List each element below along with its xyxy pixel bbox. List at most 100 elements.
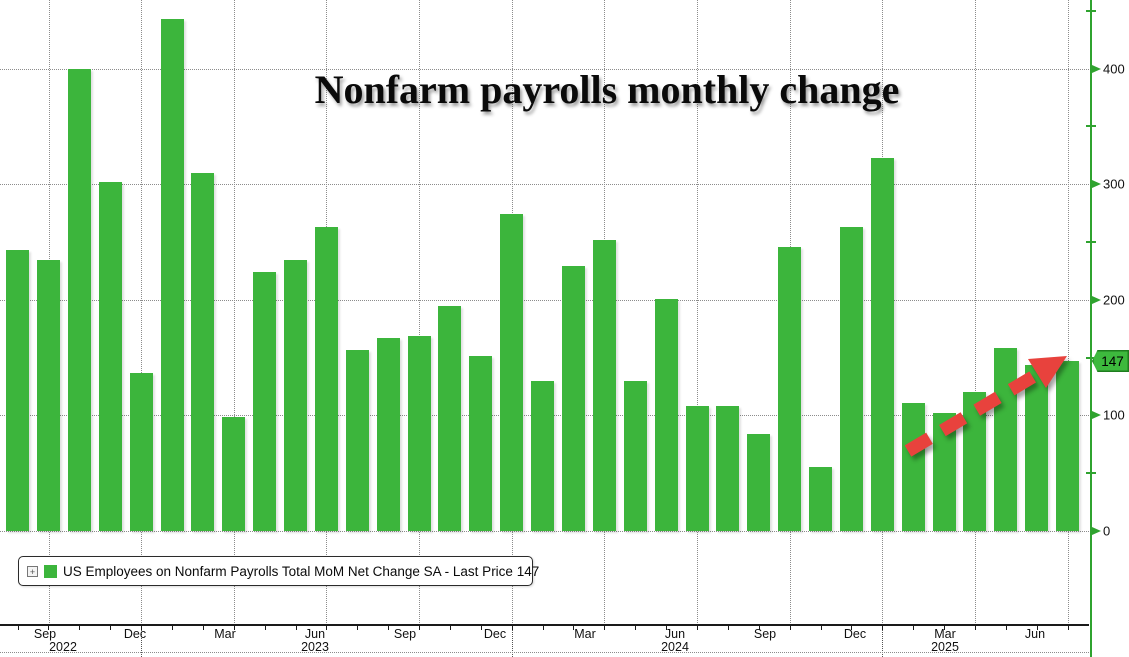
x-tick bbox=[419, 626, 421, 630]
legend-series-swatch bbox=[44, 564, 57, 578]
h-gridline-400 bbox=[0, 68, 1091, 70]
y-tick-arrow-300 bbox=[1092, 180, 1101, 189]
x-label-sep-4: Sep bbox=[393, 627, 417, 641]
x-tick bbox=[357, 626, 359, 630]
x-tick bbox=[141, 626, 143, 630]
bar-jun-2024 bbox=[685, 406, 709, 531]
bar-may-2024 bbox=[654, 298, 678, 531]
x-tick bbox=[635, 626, 637, 630]
x-year-label-2024: 2024 bbox=[661, 640, 689, 654]
x-tick bbox=[202, 626, 204, 630]
y-minor-tick-150 bbox=[1086, 356, 1096, 359]
x-tick bbox=[1036, 626, 1038, 630]
x-tick bbox=[944, 626, 946, 630]
bar-dec-2022 bbox=[129, 372, 153, 531]
x-tick bbox=[48, 626, 50, 630]
last-price-badge: 147 bbox=[1092, 350, 1129, 372]
x-tick bbox=[573, 626, 575, 630]
v-gridline bbox=[697, 0, 699, 625]
y-tick-arrow-100 bbox=[1092, 411, 1101, 420]
x-tick bbox=[264, 626, 266, 630]
y-tick-label-300: 300 bbox=[1103, 176, 1125, 192]
x-label-jun-7: Jun bbox=[664, 627, 686, 641]
bar-jun-2025 bbox=[1056, 361, 1080, 531]
bar-jul-2024 bbox=[716, 406, 740, 531]
bar-aug-2024 bbox=[747, 433, 771, 531]
y-minor-tick-50 bbox=[1086, 472, 1096, 475]
x-label-mar-10: Mar bbox=[934, 627, 956, 641]
x-tick bbox=[233, 626, 235, 630]
x-label-sep-8: Sep bbox=[753, 627, 777, 641]
x-label-jun-3: Jun bbox=[304, 627, 326, 641]
bar-feb-2024 bbox=[561, 266, 585, 531]
h-gridline-200 bbox=[0, 299, 1091, 301]
bar-oct-2023 bbox=[438, 305, 462, 531]
bar-mar-2025 bbox=[963, 392, 987, 531]
y-minor-tick-250 bbox=[1086, 241, 1096, 243]
x-tick bbox=[666, 626, 668, 630]
y-tick-arrow-200 bbox=[1092, 295, 1101, 304]
x-label-mar-6: Mar bbox=[574, 627, 596, 641]
x-tick bbox=[295, 626, 297, 630]
legend-series-label: US Employees on Nonfarm Payrolls Total M… bbox=[63, 563, 540, 579]
year-boundary-stub bbox=[882, 627, 884, 657]
bar-feb-2023 bbox=[191, 172, 215, 531]
v-gridline bbox=[419, 0, 421, 625]
x-tick bbox=[882, 626, 884, 630]
x-tick bbox=[727, 626, 729, 630]
x-tick bbox=[789, 626, 791, 630]
legend-expand-icon[interactable]: + bbox=[27, 565, 38, 577]
bar-apr-2024 bbox=[623, 380, 647, 531]
bar-jul-2023 bbox=[345, 349, 369, 531]
bar-jan-2024 bbox=[531, 380, 555, 531]
x-label-jun-11: Jun bbox=[1024, 627, 1046, 641]
bar-nov-2023 bbox=[469, 356, 493, 531]
bar-apr-2025 bbox=[994, 348, 1018, 531]
y-tick-arrow-400 bbox=[1092, 64, 1101, 73]
x-tick bbox=[851, 626, 853, 630]
bar-sep-2023 bbox=[407, 335, 431, 531]
x-label-sep-0: Sep bbox=[33, 627, 57, 641]
bar-may-2023 bbox=[284, 260, 308, 531]
v-gridline bbox=[233, 0, 235, 625]
x-tick bbox=[1005, 626, 1007, 630]
x-tick bbox=[542, 626, 544, 630]
y-tick-label-100: 100 bbox=[1103, 407, 1125, 423]
x-tick bbox=[974, 626, 976, 630]
x-tick bbox=[79, 626, 81, 630]
y-tick-label-0: 0 bbox=[1103, 523, 1111, 539]
x-label-mar-2: Mar bbox=[214, 627, 236, 641]
bar-oct-2022 bbox=[67, 68, 91, 531]
bar-jan-2025 bbox=[901, 402, 925, 531]
y-axis-line bbox=[1090, 0, 1092, 657]
x-tick bbox=[1067, 626, 1069, 630]
x-tick bbox=[604, 626, 606, 630]
bar-mar-2023 bbox=[222, 416, 246, 531]
h-gridline-0 bbox=[0, 531, 1091, 532]
bottom-pane-gridline bbox=[0, 652, 1091, 653]
x-tick bbox=[697, 626, 699, 630]
x-year-label-2025: 2025 bbox=[931, 640, 959, 654]
bar-jun-2023 bbox=[314, 226, 338, 531]
x-tick bbox=[820, 626, 822, 630]
v-gridline bbox=[1067, 0, 1069, 625]
chart-title: Nonfarm payrolls monthly change bbox=[314, 67, 900, 112]
x-tick bbox=[388, 626, 390, 630]
year-boundary-stub bbox=[511, 627, 513, 657]
bar-nov-2024 bbox=[839, 226, 863, 531]
bar-nov-2022 bbox=[98, 181, 122, 531]
legend-box[interactable]: + US Employees on Nonfarm Payrolls Total… bbox=[18, 556, 539, 586]
x-tick bbox=[17, 626, 19, 630]
bar-dec-2023 bbox=[500, 214, 524, 531]
x-label-dec-9: Dec bbox=[843, 627, 867, 641]
x-tick bbox=[172, 626, 173, 630]
x-label-dec-1: Dec bbox=[123, 627, 147, 641]
y-tick-label-400: 400 bbox=[1103, 61, 1125, 77]
x-label-dec-5: Dec bbox=[483, 627, 507, 641]
x-tick bbox=[758, 626, 760, 630]
x-tick bbox=[449, 626, 451, 630]
x-tick bbox=[913, 626, 915, 630]
x-year-label-2022: 2022 bbox=[49, 640, 77, 654]
bar-aug-2022 bbox=[6, 250, 30, 531]
